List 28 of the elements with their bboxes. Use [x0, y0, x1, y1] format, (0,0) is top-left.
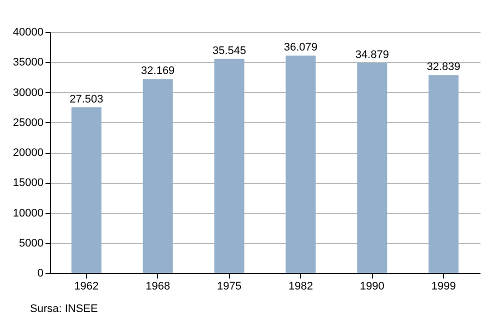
- data-label: 32.169: [141, 65, 175, 78]
- bar: [142, 79, 173, 273]
- data-label: 36.079: [284, 42, 318, 54]
- x-tick-label: 1982: [288, 280, 313, 292]
- bar: [428, 75, 459, 273]
- y-tick-label: 0: [37, 268, 44, 280]
- data-label: 35.545: [212, 44, 246, 57]
- y-tick-label: 5000: [19, 237, 44, 250]
- bar: [286, 56, 316, 273]
- bar: [71, 107, 102, 273]
- x-tick-label: 1990: [360, 280, 384, 292]
- x-tick-label: 1968: [146, 280, 170, 292]
- y-tick-label: 30000: [12, 86, 44, 99]
- y-tick-label: 20000: [12, 147, 44, 159]
- text: Sursa: INSEE: [30, 303, 98, 315]
- y-tick-label: 10000: [12, 207, 44, 220]
- bar: [214, 58, 244, 273]
- data-label: 34.879: [355, 48, 389, 61]
- y-tick-label: 15000: [12, 177, 44, 190]
- y-tick-label: 40000: [12, 26, 44, 38]
- y-tick-label: 25000: [12, 116, 44, 129]
- x-tick-label: 1962: [74, 280, 99, 292]
- x-tick-label: 1975: [217, 280, 242, 292]
- y-tick-label: 35000: [12, 56, 44, 69]
- x-tick-label: 1999: [431, 280, 456, 292]
- bar: [357, 62, 388, 273]
- data-label: 32.839: [426, 61, 460, 74]
- data-label: 27.503: [70, 93, 104, 106]
